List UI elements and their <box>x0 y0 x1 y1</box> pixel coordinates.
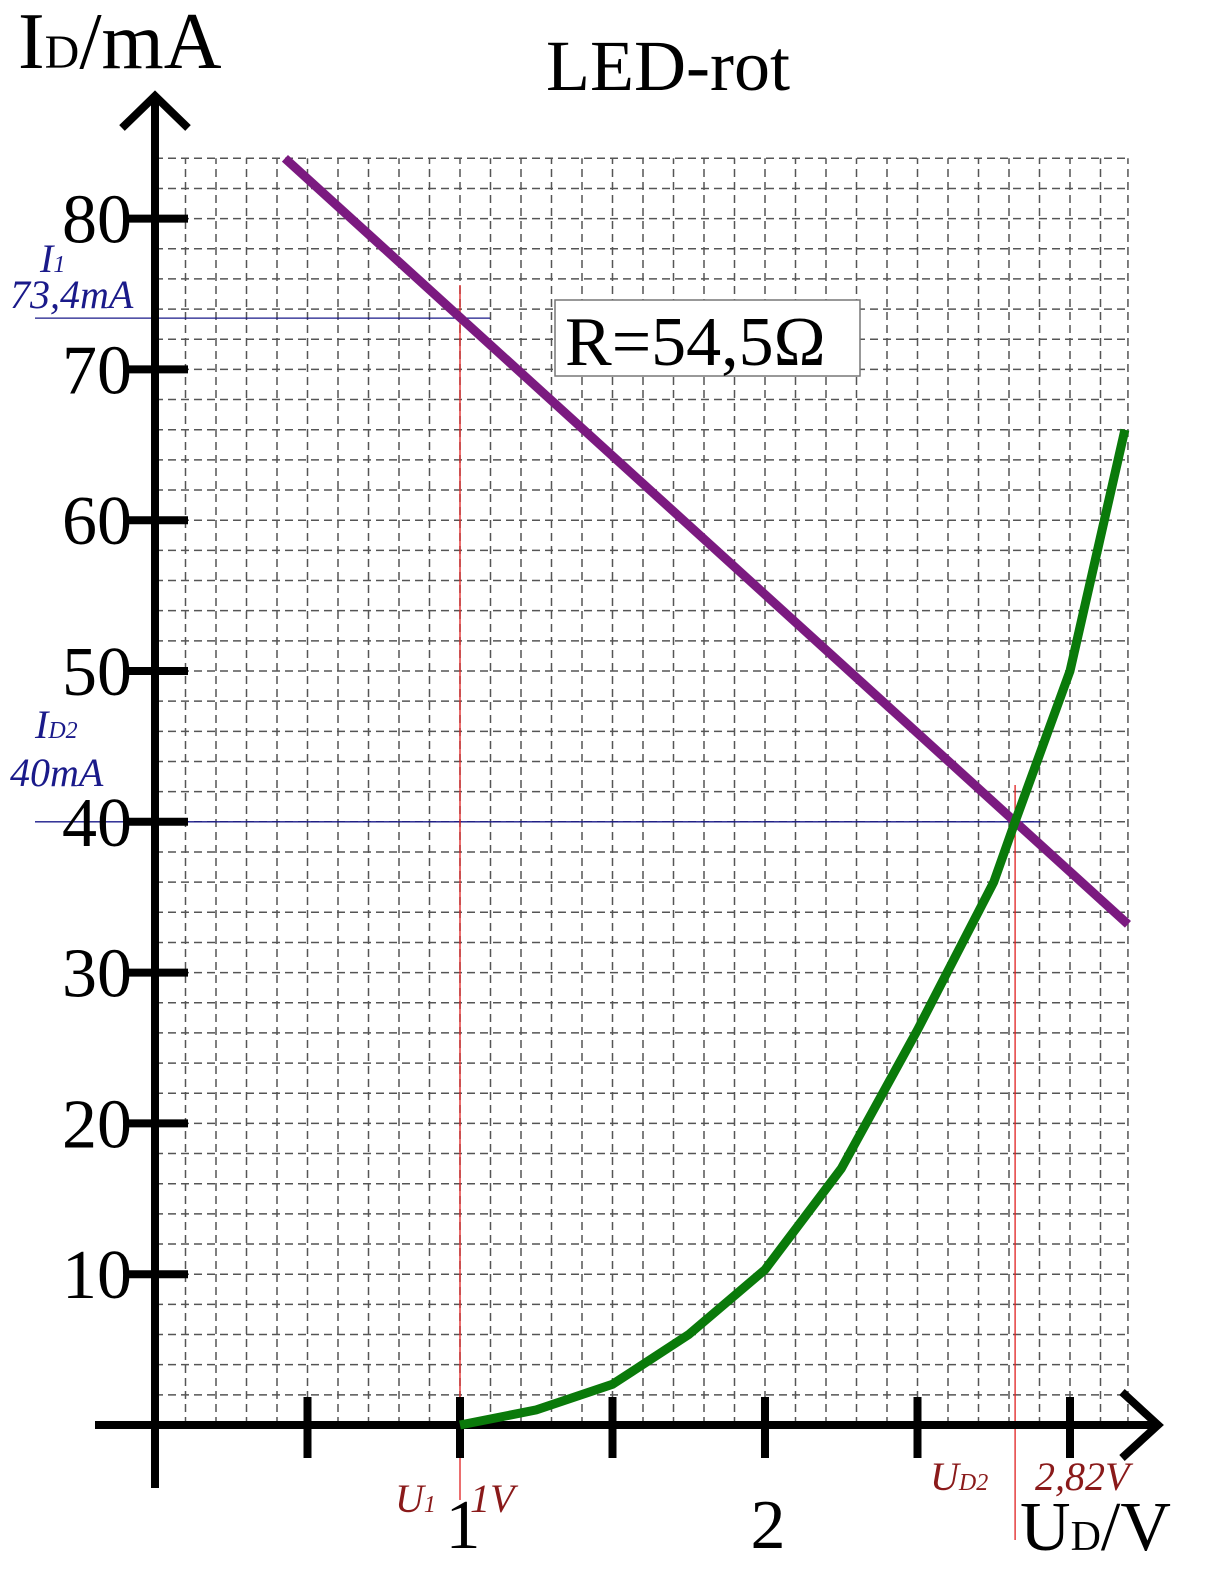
annotation-label: 73,4mA <box>10 272 134 317</box>
label-subscript: D2 <box>47 718 77 744</box>
y-tick-label: 20 <box>62 1086 132 1163</box>
x-axis-arrow <box>1119 1389 1164 1461</box>
label-part: /V <box>1101 1489 1171 1566</box>
label-part: I <box>34 702 50 747</box>
y-axis-arrow <box>119 90 191 131</box>
series-line <box>459 428 1130 1430</box>
label-subscript: 1 <box>53 252 65 278</box>
legend-label: R=54,5Ω <box>565 304 826 381</box>
label: UD2 <box>930 1454 988 1499</box>
label: I1 <box>39 236 65 281</box>
label: ID2 <box>34 702 78 747</box>
annotation-label: 40mA <box>10 750 104 795</box>
y-tick-label: 60 <box>62 483 132 560</box>
label-subscript: D2 <box>958 1470 988 1496</box>
x-tick-label: 2 <box>751 1487 786 1564</box>
y-tick-label: 80 <box>62 182 132 259</box>
label-subscript: 1 <box>424 1492 436 1518</box>
label: ID/mA <box>18 0 222 86</box>
y-tick-label: 10 <box>62 1237 132 1314</box>
series-line <box>281 154 1131 928</box>
label: UD/V <box>1020 1489 1171 1566</box>
chart-title: LED-rot <box>546 26 790 106</box>
y-tick-label: 70 <box>62 332 132 409</box>
label-part: U <box>1020 1489 1071 1566</box>
annotation-label: 2,82V <box>1035 1454 1134 1499</box>
y-tick-label: 40 <box>62 785 132 862</box>
label-part: /mA <box>79 0 221 86</box>
y-tick-label: 30 <box>62 936 132 1013</box>
label-subscript: D <box>1071 1514 1101 1560</box>
label-subscript: D <box>45 26 80 79</box>
label: U1 <box>395 1476 436 1521</box>
x-tick-label: 1 <box>446 1487 481 1564</box>
label-part: U <box>395 1476 427 1521</box>
annotation-label: 1V <box>470 1476 519 1521</box>
y-tick-label: 50 <box>62 634 132 711</box>
label-part: U <box>930 1454 962 1499</box>
label-part: I <box>39 236 55 281</box>
legend-box <box>554 299 861 377</box>
label-part: I <box>18 0 45 86</box>
